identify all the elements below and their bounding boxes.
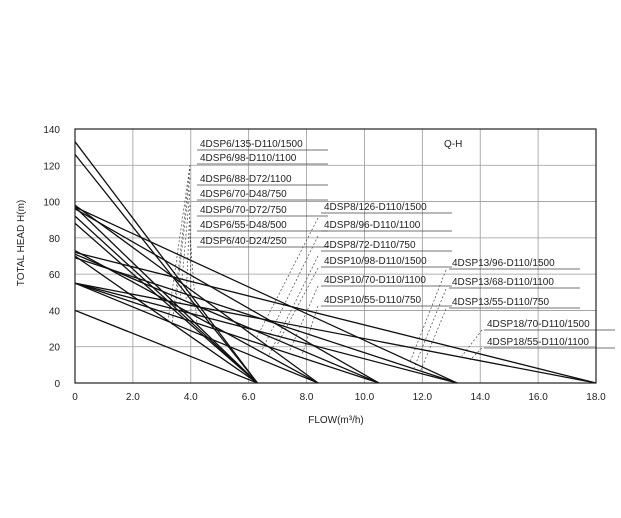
- series-line: [74, 282, 597, 384]
- series-line: [74, 206, 258, 384]
- series-label: 4DSP8/72-D110/750: [324, 240, 416, 251]
- series-label: 4DSP6/98-D110/1100: [200, 153, 297, 164]
- y-tick-label: 20: [49, 343, 61, 354]
- y-tick-label: 100: [43, 198, 60, 209]
- series-line: [74, 255, 258, 384]
- series-line: [74, 282, 380, 384]
- series-line: [74, 206, 458, 384]
- leader-line: [261, 235, 319, 351]
- series-label: 4DSP6/55-D48/500: [200, 220, 287, 231]
- series-label: 4DSP6/70-D72/750: [200, 205, 287, 216]
- y-axis-title: TOTAL HEAD H(m): [16, 200, 27, 286]
- series-label: 4DSP6/88-D72/1100: [200, 174, 292, 185]
- series-line: [74, 250, 319, 384]
- leader-line: [179, 189, 191, 304]
- series-label: 4DSP10/98-D110/1500: [324, 256, 427, 267]
- y-tick-label: 120: [43, 161, 60, 172]
- series-label: 4DSP13/68-D110/1100: [452, 277, 554, 288]
- tick-labels: 0 2.0 4.0 6.0 8.0 10.0 12.0 14.0 16.0 18.0 0 20 40 60…: [43, 125, 606, 403]
- series-labels: 4DSP6/135-D110/1500 4DSP6/98-D110/1100 4DS…: [200, 139, 590, 348]
- x-tick-label: 6.0: [242, 392, 256, 403]
- y-tick-label: 80: [49, 234, 61, 245]
- series-line: [74, 204, 319, 384]
- series-line: [74, 141, 258, 384]
- y-tick-label: 40: [49, 306, 61, 317]
- series-line: [74, 251, 597, 384]
- leader-line: [185, 204, 191, 303]
- x-tick-label: 14.0: [470, 392, 490, 403]
- x-tick-label: 4.0: [184, 392, 198, 403]
- series-line: [74, 253, 380, 384]
- series-label: 4DSP18/70-D110/1500: [487, 319, 590, 330]
- series-line: [74, 222, 258, 384]
- leader-line: [419, 308, 447, 373]
- leader-line: [167, 164, 191, 321]
- series-line: [74, 208, 380, 384]
- x-tick-label: 8.0: [300, 392, 314, 403]
- series-label: 4DSP13/96-D110/1500: [452, 258, 555, 269]
- x-tick-label: 18.0: [586, 392, 606, 403]
- y-tick-label: 60: [49, 270, 61, 281]
- x-tick-label: 2.0: [126, 392, 140, 403]
- series-label: 4DSP18/55-D110/1100: [487, 337, 589, 348]
- series-label: 4DSP6/135-D110/1500: [200, 139, 303, 150]
- x-tick-label: 16.0: [528, 392, 548, 403]
- series-label: 4DSP8/126-D110/1500: [324, 202, 427, 213]
- series-label: 4DSP6/70-D48/750: [200, 189, 287, 200]
- leader-line: [409, 269, 447, 363]
- series-line: [74, 282, 458, 384]
- leader-line: [301, 305, 319, 356]
- series-label: 4DSP10/70-D110/1100: [324, 275, 426, 286]
- series-line: [74, 309, 258, 384]
- series-label: 4DSP6/40-D24/250: [200, 236, 287, 247]
- leader-line: [461, 329, 483, 357]
- leader-line: [469, 347, 483, 361]
- series-lines: [74, 141, 597, 384]
- curve-label: Q-H: [444, 139, 462, 150]
- y-tick-label: 140: [43, 125, 60, 136]
- x-tick-label: 12.0: [413, 392, 433, 403]
- series-label: 4DSP8/96-D110/1100: [324, 220, 421, 231]
- y-tick-label: 0: [54, 379, 60, 390]
- series-label: 4DSP10/55-D110/750: [324, 295, 422, 306]
- x-tick-label: 0: [72, 392, 78, 403]
- plot-frame: [74, 128, 597, 384]
- leader-line: [189, 220, 192, 311]
- x-tick-label: 10.0: [355, 392, 375, 403]
- series-label: 4DSP13/55-D110/750: [452, 297, 550, 308]
- series-line: [74, 282, 319, 384]
- leader-line: [189, 235, 198, 326]
- x-axis-title: FLOW(m³/h): [308, 415, 364, 426]
- leader-line: [276, 267, 319, 346]
